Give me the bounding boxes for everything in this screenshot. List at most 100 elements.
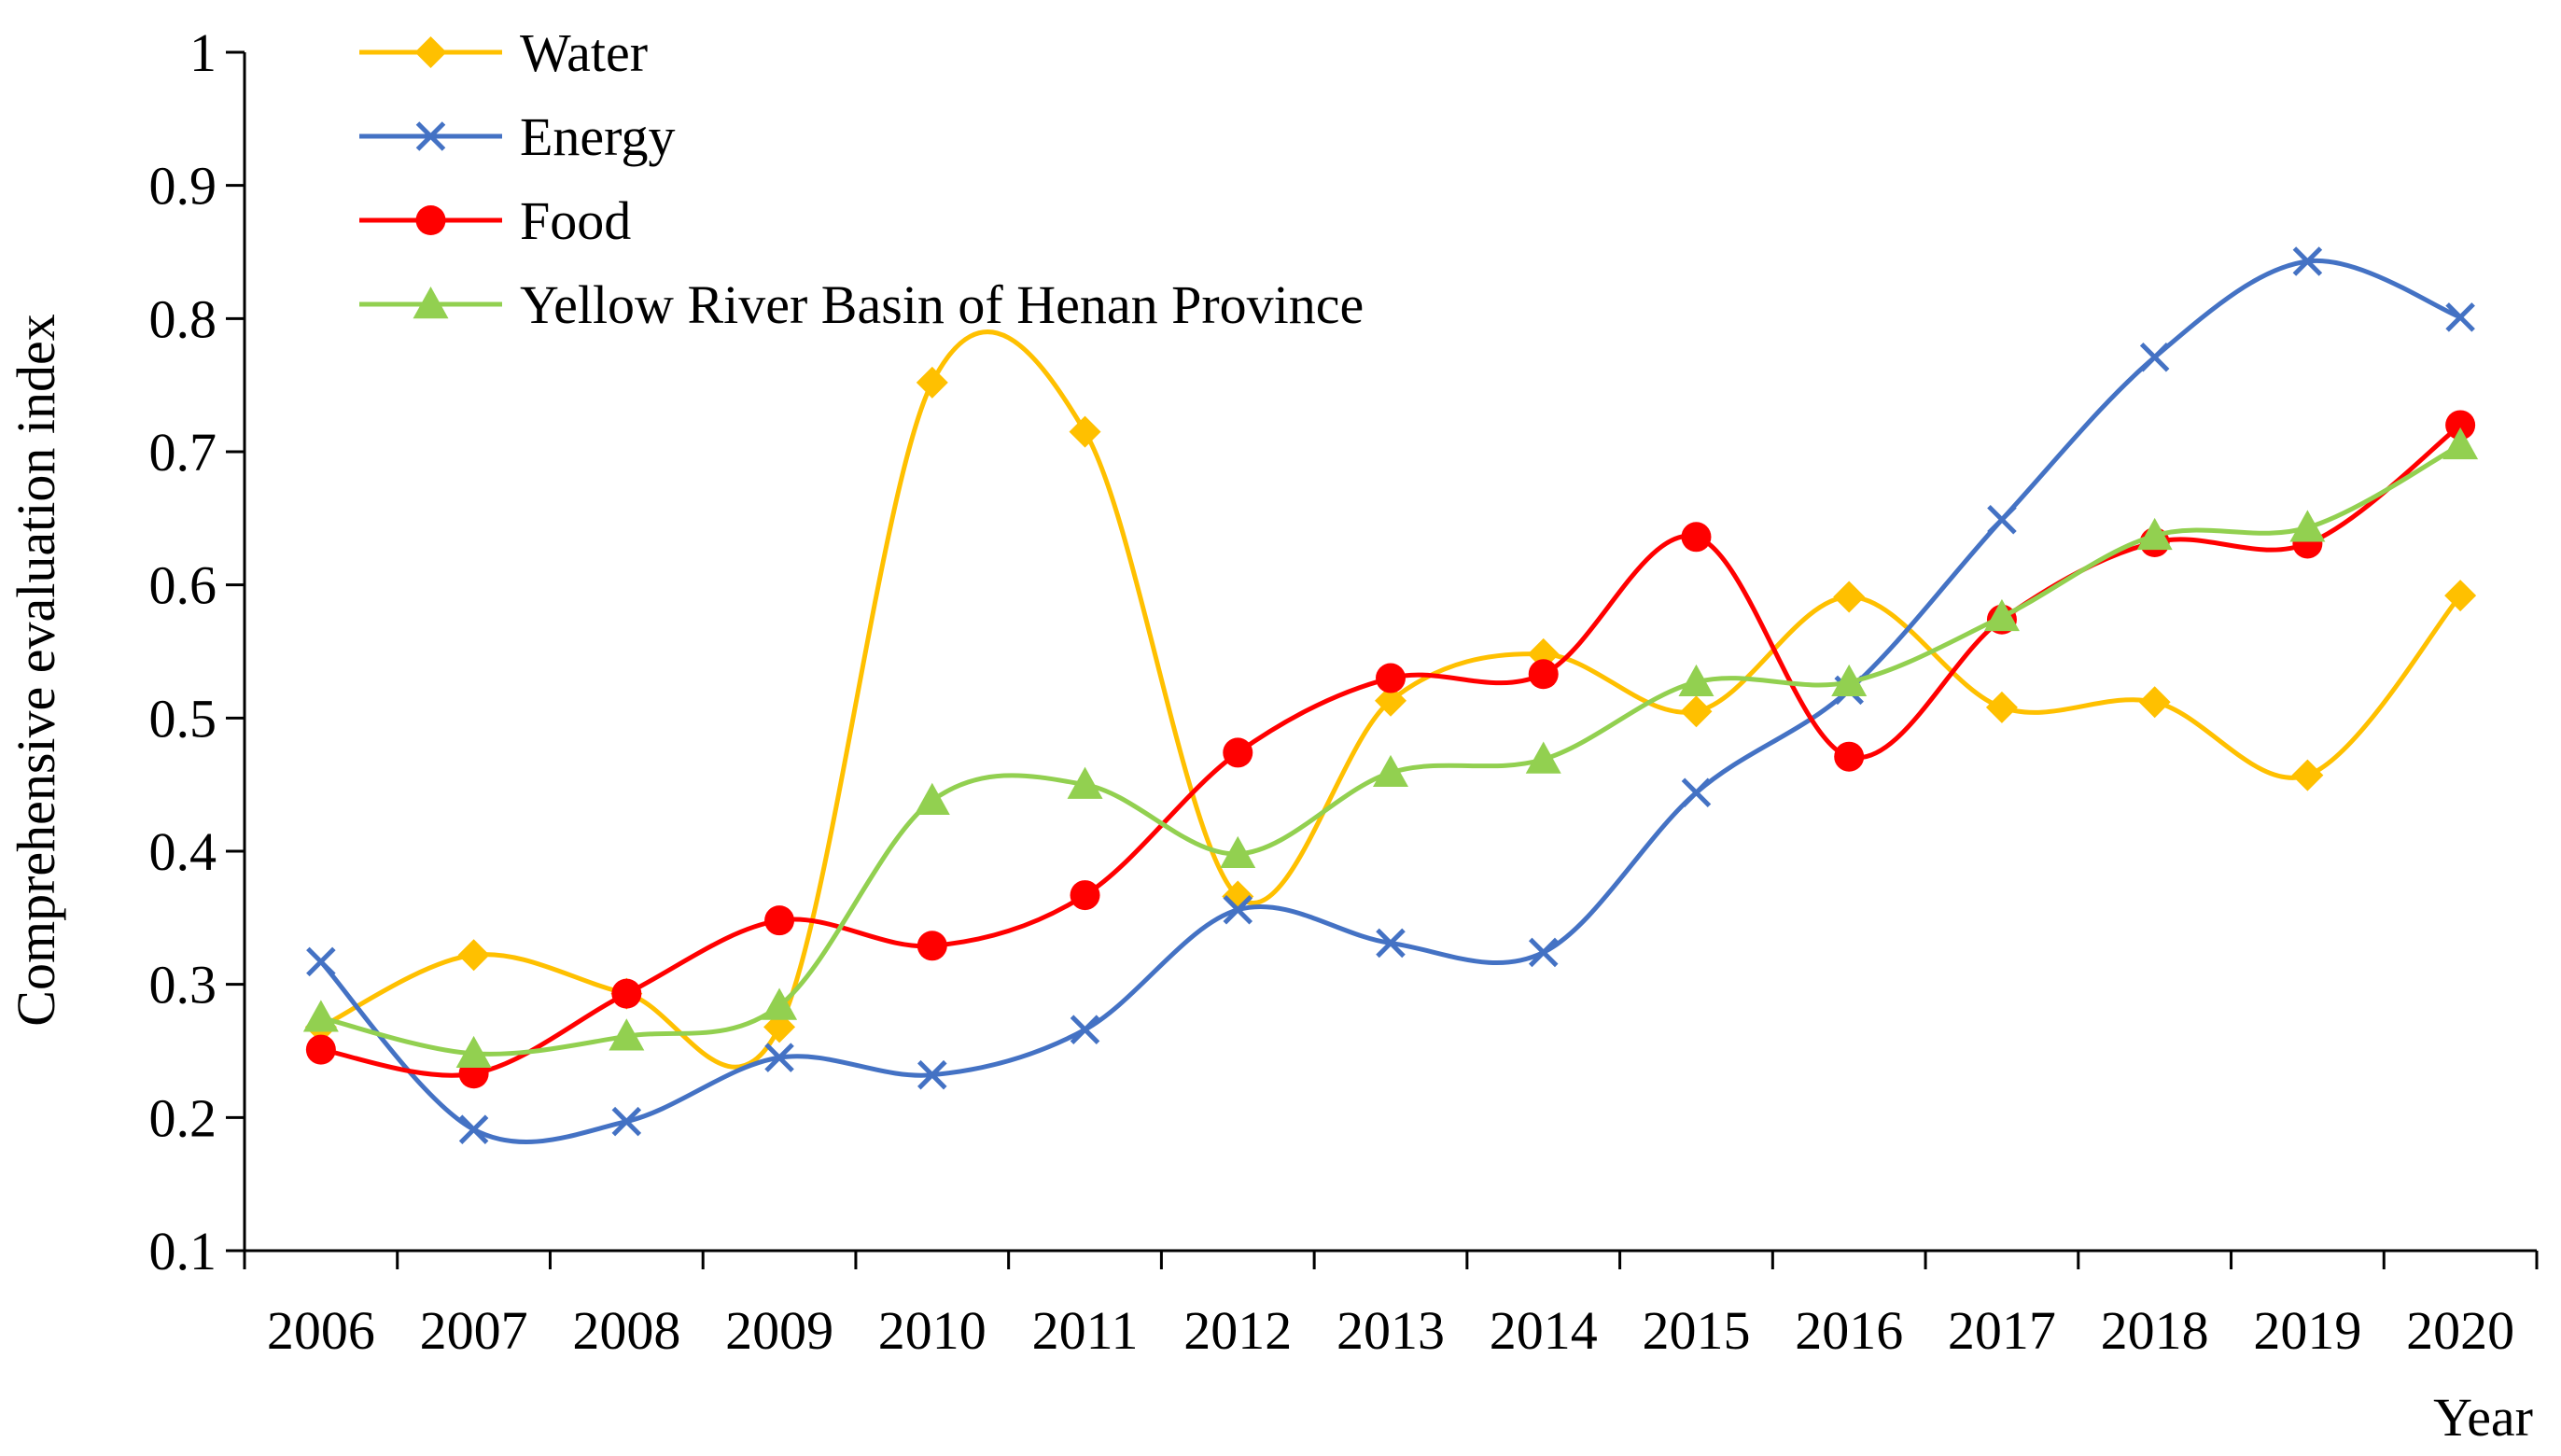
data-point-diamond [1069, 415, 1101, 448]
data-point-circle [1834, 741, 1865, 772]
series-water [304, 329, 2477, 1070]
data-point-circle [2445, 410, 2476, 441]
data-point-circle [1223, 737, 1253, 768]
legend: Water Energy Food Yellow River Basin of Hen… [359, 22, 1364, 335]
data-point-diamond [1985, 691, 2018, 723]
data-point-diamond [2291, 759, 2324, 791]
x-tick-label: 2017 [1948, 1300, 2056, 1361]
data-point-triangle [2442, 427, 2479, 460]
x-tick-label: 2018 [2101, 1300, 2209, 1361]
data-point-x [2292, 246, 2323, 276]
y-tick-label: 0.6 [149, 555, 217, 616]
x-tick-label: 2019 [2253, 1300, 2361, 1361]
data-point-triangle [1831, 664, 1868, 697]
x-tick-label: 2020 [2406, 1300, 2514, 1361]
x-tick-label: 2014 [1490, 1300, 1598, 1361]
data-point-x [1070, 1015, 1100, 1044]
x-tick-label: 2007 [420, 1300, 528, 1361]
data-point-diamond [916, 366, 948, 399]
data-point-triangle [1067, 766, 1103, 799]
y-tick-label: 0.1 [149, 1221, 217, 1281]
x-tick-label: 2015 [1642, 1300, 1750, 1361]
data-point-triangle [1983, 598, 2020, 632]
data-point-diamond [457, 939, 490, 972]
series-food [305, 410, 2476, 1089]
y-tick-label: 0.5 [149, 688, 217, 749]
data-point-x [764, 1043, 794, 1072]
series-energy [306, 246, 2475, 1144]
data-point-triangle [2289, 510, 2326, 542]
data-point-triangle [2136, 517, 2173, 551]
legend-label: Yellow River Basin of Henan Province [520, 274, 1364, 335]
y-ticks: 0.1 0.2 0.3 0.4 0.5 0.6 0.7 0.8 0.9 1 [149, 22, 245, 1281]
data-point-triangle [1220, 835, 1256, 869]
axes: 0.10.20.30.40.50.60.70.80.91 2006 2007 200… [149, 22, 2539, 1361]
data-point-diamond [2444, 580, 2477, 612]
x-tick-label: 2011 [1032, 1300, 1139, 1361]
legend-marker [415, 205, 446, 235]
x-tick-label: 2008 [572, 1300, 680, 1361]
data-point-triangle [914, 782, 950, 815]
x-ticks: 2006 2007 2008 2009 2010 2011 2012 2013 2014 2015… [243, 1251, 2539, 1361]
y-tick-label: 0.7 [149, 422, 217, 483]
x-tick-label: 2013 [1336, 1300, 1445, 1361]
y-tick-label: 0.9 [149, 156, 217, 217]
x-tick-label: 2009 [725, 1300, 833, 1361]
x-tick-label: 2016 [1795, 1300, 1903, 1361]
y-tick-label: 0.2 [149, 1087, 217, 1148]
series-layer [302, 246, 2479, 1144]
legend-item: Energy [359, 106, 675, 167]
series-line [320, 442, 2462, 1057]
legend-label: Water [520, 22, 648, 83]
data-point-triangle [302, 1000, 339, 1032]
y-tick-label: 0.4 [149, 821, 217, 882]
data-point-circle [1070, 880, 1100, 911]
data-point-x [611, 1106, 642, 1137]
y-tick-label: 0.3 [149, 955, 217, 1015]
series-line [320, 423, 2462, 1078]
series-line [319, 258, 2462, 1144]
y-tick-label: 0.8 [149, 288, 217, 349]
data-point-x [2445, 302, 2475, 332]
data-point-x [1376, 928, 1406, 959]
legend-label: Food [520, 190, 631, 251]
x-axis-title: Year [2433, 1387, 2533, 1448]
y-axis-title: Comprehensive evaluation index [6, 314, 66, 1026]
data-point-triangle [1525, 741, 1561, 774]
data-point-triangle [1373, 754, 1408, 788]
x-tick-label: 2012 [1183, 1300, 1292, 1361]
data-point-diamond [1375, 684, 1406, 717]
x-tick-label: 2006 [267, 1300, 375, 1361]
data-point-circle [917, 931, 947, 961]
data-point-circle [1681, 522, 1712, 553]
data-point-x [458, 1114, 489, 1144]
legend-item: Food [359, 190, 631, 251]
legend-label: Energy [520, 106, 675, 167]
data-point-x [1681, 777, 1712, 807]
data-point-x [1528, 937, 1559, 968]
data-point-circle [305, 1034, 336, 1065]
data-point-diamond [2138, 686, 2171, 719]
data-point-x [917, 1059, 947, 1090]
series-line [319, 329, 2463, 1070]
data-point-triangle [455, 1035, 492, 1069]
data-point-x [2139, 342, 2170, 372]
data-point-triangle [762, 987, 798, 1020]
legend-marker [414, 36, 447, 68]
data-point-circle [764, 905, 795, 936]
data-point-x [1987, 504, 2017, 535]
legend-item: Yellow River Basin of Henan Province [359, 274, 1364, 335]
data-point-triangle [609, 1018, 645, 1051]
legend-item: Water [359, 22, 648, 83]
data-point-x [306, 946, 336, 977]
x-tick-label: 2010 [878, 1300, 987, 1361]
y-tick-label: 1 [189, 22, 217, 83]
data-point-circle [611, 978, 642, 1009]
data-point-triangle [1678, 664, 1714, 697]
data-point-circle [1376, 663, 1406, 693]
data-point-diamond [1680, 695, 1713, 728]
data-point-circle [1528, 659, 1559, 690]
data-point-diamond [1833, 581, 1866, 613]
series-yellow-river-basin-of-henan-province [302, 427, 2479, 1069]
